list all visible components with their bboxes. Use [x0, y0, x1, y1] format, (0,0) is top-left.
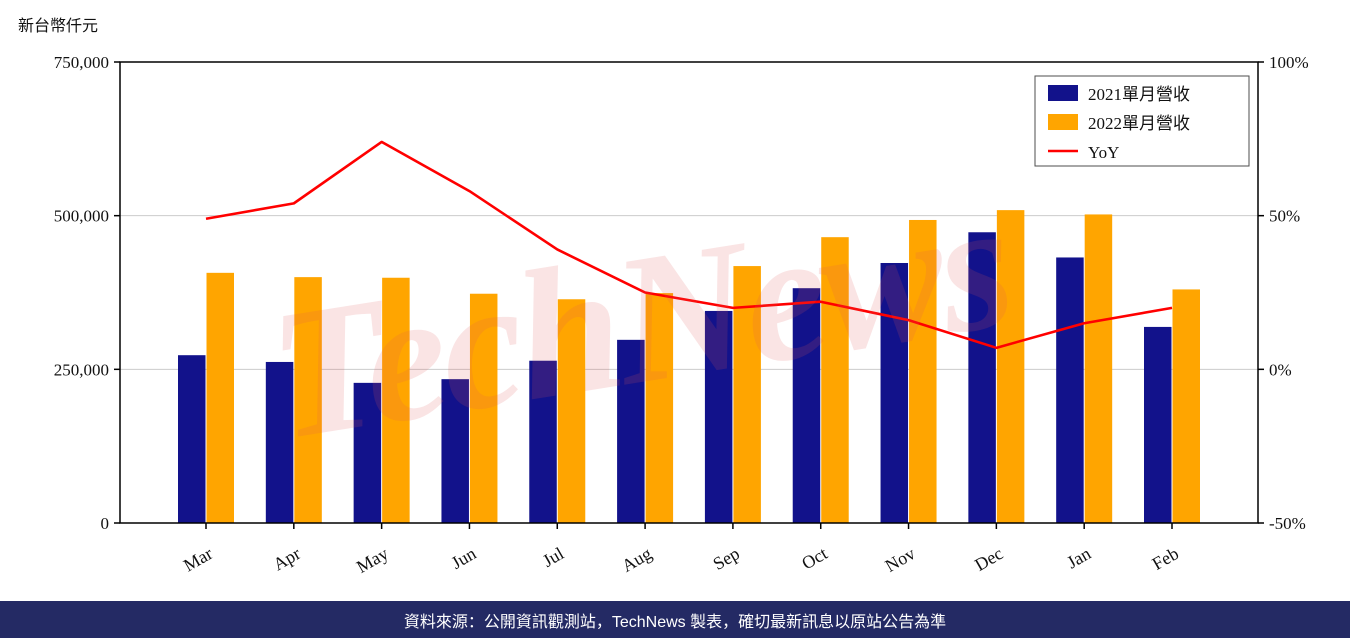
left-tick-label: 500,000 [54, 207, 109, 226]
right-tick-label: 100% [1269, 53, 1309, 72]
plot-frame [119, 61, 1259, 524]
bar-2022-Oct [821, 237, 849, 523]
bar-2022-Jun [469, 293, 498, 523]
bar-2021-Sep [704, 310, 733, 523]
revenue-yoy-chart: 0 250,000 500,000 750,000 -50% 0% 50% 100% Mar Ap… [54, 53, 1309, 577]
legend-swatch [1048, 85, 1078, 101]
x-tick-label: Mar [180, 543, 216, 575]
x-tick-label: Dec [971, 543, 1006, 575]
footer-bar: 資料來源：公開資訊觀測站，TechNews 製表，確切最新訊息以原站公告為準 [0, 601, 1350, 638]
bar-2022-Aug [645, 293, 674, 523]
x-tick-label: Jul [539, 543, 567, 571]
x-tick-label: Aug [618, 543, 655, 576]
legend-label: 2022單月營收 [1088, 114, 1190, 133]
right-tick-label: 50% [1269, 207, 1300, 226]
bar-2022-May [382, 277, 410, 523]
left-tick-label: 0 [101, 514, 110, 533]
bar-2022-Apr [294, 277, 322, 523]
bar-2021-Mar [178, 355, 206, 523]
x-tick-label: Jan [1063, 543, 1094, 572]
x-tick-label: Oct [798, 543, 831, 573]
bar-2022-Sep [733, 266, 761, 523]
bar-2021-Nov [880, 262, 909, 523]
bar-2022-Mar [206, 272, 234, 523]
legend-swatch [1048, 114, 1078, 130]
footer-source-text: 資料來源：公開資訊觀測站，TechNews 製表，確切最新訊息以原站公告為準 [403, 613, 947, 631]
yoy-line [205, 140, 1173, 350]
right-tick-label: -50% [1269, 514, 1306, 533]
bar-2021-Jun [441, 379, 469, 523]
bar-2022-Jan [1084, 214, 1113, 524]
bar-2021-May [353, 382, 382, 523]
bar-2022-Feb [1172, 289, 1200, 523]
bar-2022-Nov [909, 219, 937, 523]
bar-2022-Dec [996, 210, 1025, 523]
x-tick-label: Feb [1149, 543, 1182, 574]
axis-unit-label: 新台幣仟元 [18, 18, 99, 35]
bar-2021-Oct [792, 288, 821, 523]
bar-2022-Jul [557, 299, 586, 523]
x-tick-label: Sep [710, 543, 743, 574]
legend-label: YoY [1088, 143, 1119, 162]
x-tick-label: Nov [882, 543, 919, 576]
bar-2021-Apr [265, 361, 294, 523]
left-tick-label: 250,000 [54, 360, 109, 379]
bar-2021-Feb [1144, 326, 1172, 523]
bar-2021-Aug [617, 339, 645, 523]
left-tick-label: 750,000 [54, 53, 109, 72]
legend-label: 2021單月營收 [1088, 85, 1190, 104]
x-tick-label: Apr [270, 543, 304, 574]
bar-2021-Dec [968, 232, 996, 523]
right-tick-label: 0% [1269, 360, 1292, 379]
bar-2021-Jul [529, 360, 557, 523]
x-tick-label: Jun [448, 543, 480, 573]
bar-2021-Jan [1056, 257, 1084, 523]
x-tick-label: May [353, 543, 392, 577]
